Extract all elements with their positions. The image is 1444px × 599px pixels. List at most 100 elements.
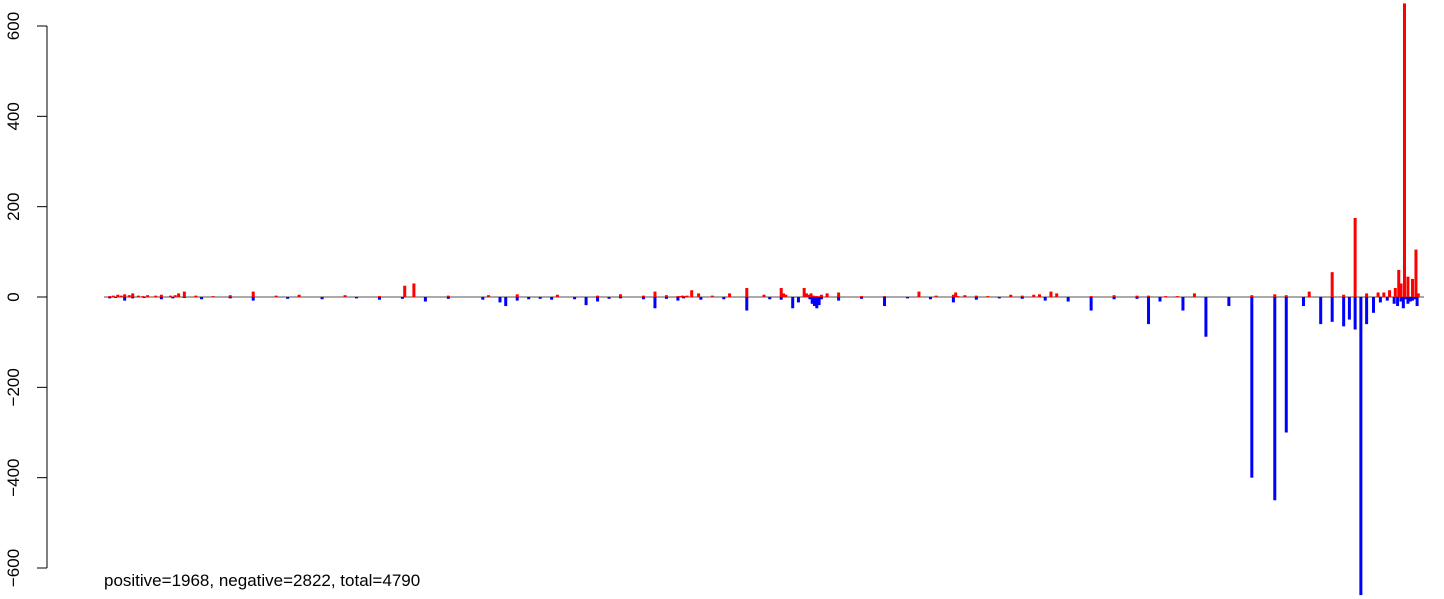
positive-bar — [108, 296, 112, 297]
positive-bar — [1284, 295, 1288, 297]
positive-bar — [173, 295, 177, 297]
negative-bar — [619, 297, 623, 299]
chart-caption: positive=1968, negative=2822, total=4790 — [104, 571, 420, 590]
negative-bar — [722, 297, 726, 300]
positive-bar — [745, 287, 749, 297]
positive-bar — [779, 287, 783, 297]
negative-bar — [1353, 297, 1357, 330]
negative-bar — [819, 297, 823, 300]
negative-bar — [1392, 297, 1396, 304]
negative-bar — [1147, 297, 1151, 325]
positive-bar — [1397, 269, 1401, 297]
negative-bar — [641, 297, 645, 300]
negative-bar — [1273, 297, 1277, 501]
positive-bar — [782, 293, 786, 297]
positive-bar — [274, 295, 278, 297]
y-tick-label: −600 — [4, 549, 23, 587]
negative-bar — [817, 297, 821, 306]
positive-bar — [111, 295, 115, 297]
positive-bar — [804, 293, 808, 297]
negative-bar — [251, 297, 255, 301]
negative-bar — [1413, 297, 1417, 300]
negative-bar — [810, 297, 814, 304]
negative-bar — [108, 297, 112, 299]
negative-bar — [1181, 297, 1185, 311]
positive-bar — [986, 296, 990, 297]
negative-bar — [664, 297, 668, 299]
positive-bar — [681, 295, 685, 297]
positive-bar — [1402, 3, 1406, 298]
positive-bar — [619, 294, 623, 297]
negative-bar — [1415, 297, 1419, 307]
positive-bar — [951, 294, 955, 297]
negative-bar — [1020, 297, 1024, 299]
positive-bar — [917, 291, 921, 297]
positive-bar — [1342, 294, 1346, 297]
negative-bar — [182, 297, 186, 298]
positive-bar — [403, 285, 407, 297]
negative-bar — [1378, 297, 1382, 303]
negative-bar — [1250, 297, 1254, 478]
negative-bar — [607, 297, 611, 299]
positive-bar — [1037, 294, 1041, 297]
negative-bar — [400, 297, 404, 299]
negative-bar — [1089, 297, 1093, 311]
negative-bar — [1066, 297, 1070, 302]
positive-bar — [446, 295, 450, 297]
positive-bar — [487, 295, 491, 297]
positive-bar — [1307, 291, 1311, 297]
negative-bar — [142, 297, 146, 298]
negative-bar — [682, 297, 686, 299]
negative-bar — [1135, 297, 1139, 299]
negative-bar — [1404, 297, 1408, 300]
positive-bar — [1020, 295, 1024, 297]
y-tick-label: 400 — [4, 102, 23, 130]
negative-bar — [883, 297, 887, 307]
negative-bar — [498, 297, 502, 303]
positive-bar — [412, 283, 416, 297]
negative-bar — [745, 297, 749, 311]
negative-bar — [1411, 297, 1415, 301]
positive-bar — [1376, 292, 1380, 297]
positive-bar — [194, 295, 198, 297]
negative-bar — [768, 297, 772, 300]
positive-bar — [974, 295, 978, 297]
positive-bar — [1365, 293, 1369, 297]
negative-bar — [123, 297, 127, 301]
positive-bar — [678, 296, 682, 297]
positive-bar — [119, 295, 123, 297]
positive-bar — [1406, 276, 1410, 297]
positive-bar — [1175, 296, 1179, 297]
negative-bar — [573, 297, 577, 300]
negative-bar — [1371, 297, 1375, 313]
positive-bar — [653, 291, 657, 297]
negative-bar — [813, 297, 817, 307]
positive-bar — [690, 290, 694, 297]
negative-bar — [815, 297, 819, 309]
negative-bar — [377, 297, 381, 300]
positive-bar — [1032, 294, 1036, 297]
positive-bar — [141, 296, 145, 297]
positive-bar — [664, 295, 668, 297]
negative-bar — [1365, 297, 1369, 325]
negative-bar — [481, 297, 485, 300]
negative-bar — [860, 297, 864, 299]
positive-bar — [685, 295, 689, 297]
y-tick-label: −200 — [4, 368, 23, 406]
positive-bar — [710, 295, 714, 297]
negative-bar — [1319, 297, 1323, 325]
positive-bar — [934, 295, 938, 297]
negative-bar — [1342, 297, 1346, 327]
positive-bar — [641, 295, 645, 297]
positive-bar — [154, 295, 158, 297]
positive-bar — [697, 293, 701, 297]
negative-bar — [1112, 297, 1116, 300]
positive-bar — [809, 293, 813, 297]
positive-bar — [1388, 290, 1392, 297]
positive-bar — [1273, 294, 1277, 297]
negative-bar — [808, 297, 812, 300]
negative-bar — [504, 297, 508, 307]
positive-bar — [1164, 296, 1168, 297]
positive-bar — [1049, 291, 1053, 297]
negative-bar — [1043, 297, 1047, 301]
